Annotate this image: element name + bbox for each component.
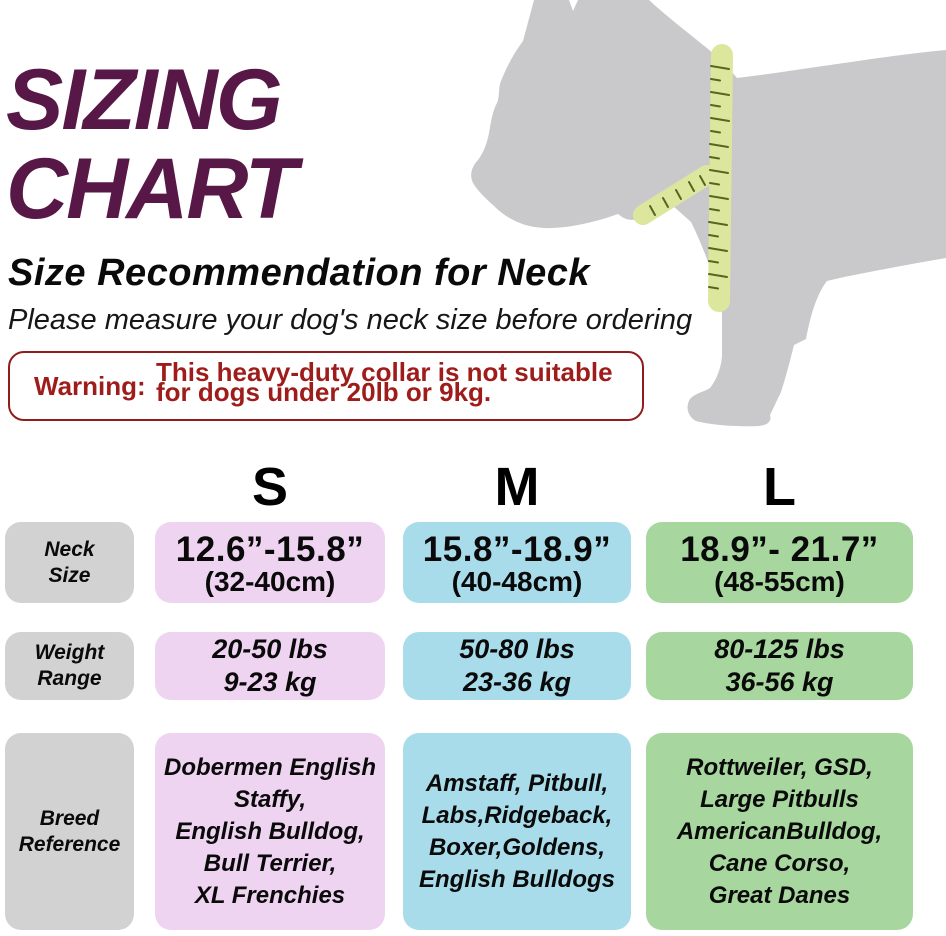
- page-title: SIZING CHART: [6, 52, 297, 237]
- cell-weight-m: 50-80 lbs 23-36 kg: [403, 632, 631, 700]
- page-subtitle: Size Recommendation for Neck: [8, 252, 591, 294]
- cell-breeds-s: Dobermen English Staffy, English Bulldog…: [155, 733, 385, 930]
- size-header-l: L: [763, 457, 796, 517]
- neck-m-cm: (40-48cm): [451, 565, 583, 597]
- cell-neck-l: 18.9”- 21.7” (48-55cm): [646, 522, 913, 603]
- tape-tick-marks: [649, 65, 730, 290]
- cell-breeds-l: Rottweiler, GSD, Large Pitbulls American…: [646, 733, 913, 930]
- dog-illustration: [471, 0, 946, 427]
- row-header-neck-size: Neck Size: [5, 522, 134, 603]
- cell-weight-l: 80-125 lbs 36-56 kg: [646, 632, 913, 700]
- neck-l-cm: (48-55cm): [714, 565, 845, 597]
- measure-note: Please measure your dog's neck size befo…: [8, 304, 693, 336]
- row-header-breed-reference: Breed Reference: [5, 733, 134, 930]
- cell-breeds-m: Amstaff, Pitbull, Labs,Ridgeback, Boxer,…: [403, 733, 631, 930]
- neck-m-inches: 15.8”-18.9”: [422, 529, 612, 569]
- measuring-tape-diagonal: [633, 165, 717, 225]
- size-header-s: S: [251, 457, 289, 517]
- row-header-weight-range: Weight Range: [5, 632, 134, 700]
- size-header-m: M: [494, 457, 540, 517]
- measuring-tape: [633, 44, 733, 312]
- warning-box: Warning: This heavy-duty collar is not s…: [8, 351, 644, 421]
- cell-neck-m: 15.8”-18.9” (40-48cm): [403, 522, 631, 603]
- warning-message: This heavy-duty collar is not suitable f…: [156, 357, 613, 407]
- cell-weight-s: 20-50 lbs 9-23 kg: [155, 632, 385, 700]
- cell-neck-s: 12.6”-15.8” (32-40cm): [155, 522, 385, 603]
- warning-label: Warning:: [34, 371, 146, 401]
- dog-silhouette: [471, 0, 946, 427]
- neck-s-inches: 12.6”-15.8”: [175, 529, 365, 569]
- neck-s-cm: (32-40cm): [204, 565, 336, 597]
- measuring-tape-vertical: [708, 44, 733, 312]
- neck-l-inches: 18.9”- 21.7”: [680, 529, 879, 569]
